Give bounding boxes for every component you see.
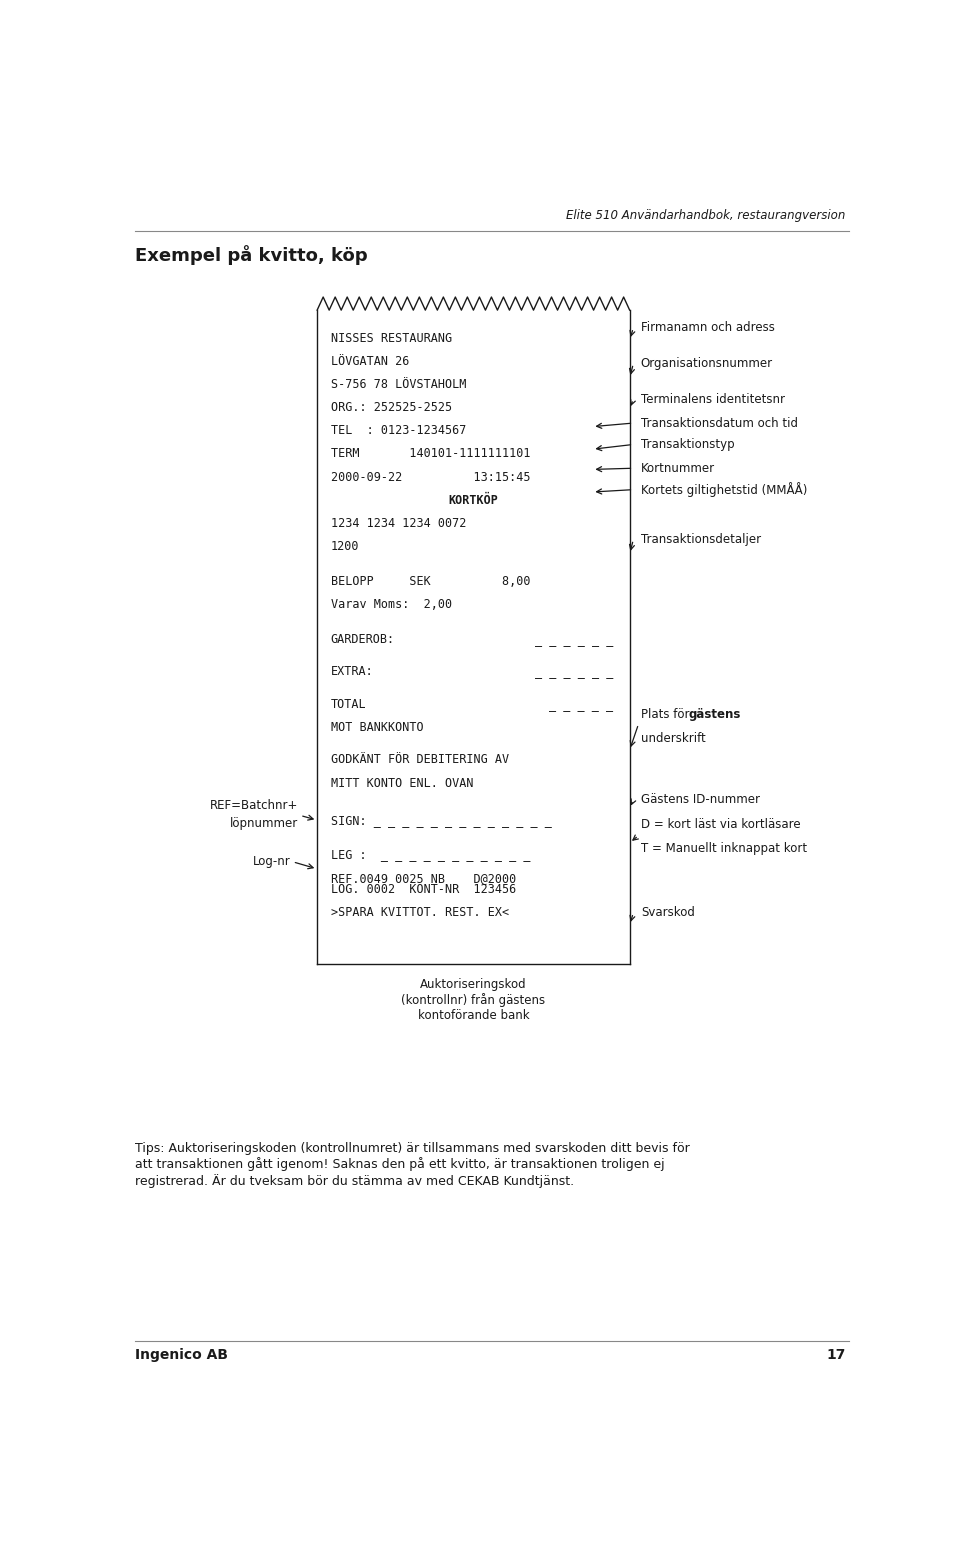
- Text: _ _ _ _ _ _: _ _ _ _ _ _: [535, 665, 613, 678]
- Text: EXTRA:: EXTRA:: [330, 665, 373, 678]
- Text: NISSES RESTAURANG: NISSES RESTAURANG: [330, 332, 451, 344]
- Text: Kortets giltighetstid (MMÅÅ): Kortets giltighetstid (MMÅÅ): [641, 482, 807, 497]
- Text: Transaktionsdatum och tid: Transaktionsdatum och tid: [641, 417, 798, 429]
- Text: MITT KONTO ENL. OVAN: MITT KONTO ENL. OVAN: [330, 777, 473, 789]
- Text: underskrift: underskrift: [641, 732, 706, 744]
- Text: Organisationsnummer: Organisationsnummer: [641, 357, 773, 371]
- Text: Transaktionsdetaljer: Transaktionsdetaljer: [641, 533, 761, 547]
- Text: LOG. 0002  KONT-NR  123456: LOG. 0002 KONT-NR 123456: [330, 883, 516, 896]
- Text: 17: 17: [826, 1348, 846, 1362]
- Text: GODKÄNT FÖR DEBITERING AV: GODKÄNT FÖR DEBITERING AV: [330, 753, 509, 766]
- Text: TOTAL: TOTAL: [330, 698, 366, 710]
- Text: LÖVGATAN 26: LÖVGATAN 26: [330, 355, 409, 367]
- Text: Transaktionstyp: Transaktionstyp: [641, 438, 734, 451]
- Text: Elite 510 Användarhandbok, restaurangversion: Elite 510 Användarhandbok, restaurangver…: [566, 208, 846, 222]
- Text: 1234 1234 1234 0072: 1234 1234 1234 0072: [330, 517, 466, 530]
- Text: Svarskod: Svarskod: [641, 906, 695, 919]
- Text: LEG :  _ _ _ _ _ _ _ _ _ _ _: LEG : _ _ _ _ _ _ _ _ _ _ _: [330, 849, 530, 862]
- Text: 2000-09-22          13:15:45: 2000-09-22 13:15:45: [330, 471, 530, 483]
- Text: Ingenico AB: Ingenico AB: [134, 1348, 228, 1362]
- Text: Firmanamn och adress: Firmanamn och adress: [641, 321, 775, 335]
- Text: >SPARA KVITTOT. REST. EX<: >SPARA KVITTOT. REST. EX<: [330, 906, 509, 920]
- Text: REF=Batchnr+: REF=Batchnr+: [210, 800, 299, 812]
- Text: KORTKÖP: KORTKÖP: [448, 494, 498, 506]
- Text: _ _ _ _ _: _ _ _ _ _: [549, 698, 613, 710]
- Text: _ _ _ _ _ _: _ _ _ _ _ _: [535, 633, 613, 645]
- Text: 1200: 1200: [330, 540, 359, 553]
- Text: D = kort läst via kortläsare: D = kort läst via kortläsare: [641, 818, 801, 831]
- Text: gästens: gästens: [688, 707, 741, 721]
- Text: Plats för: Plats för: [641, 707, 693, 721]
- Text: Terminalens identitetsnr: Terminalens identitetsnr: [641, 392, 784, 406]
- Text: T = Manuellt inknappat kort: T = Manuellt inknappat kort: [641, 841, 807, 855]
- Text: SIGN: _ _ _ _ _ _ _ _ _ _ _ _ _: SIGN: _ _ _ _ _ _ _ _ _ _ _ _ _: [330, 814, 551, 826]
- Text: GARDEROB:: GARDEROB:: [330, 633, 395, 645]
- Text: Tips: Auktoriseringskoden (kontrollnumret) är tillsammans med svarskoden ditt be: Tips: Auktoriseringskoden (kontrollnumre…: [134, 1143, 689, 1187]
- Text: Gästens ID-nummer: Gästens ID-nummer: [641, 794, 759, 806]
- Text: ORG.: 252525-2525: ORG.: 252525-2525: [330, 401, 451, 414]
- Text: Exempel på kvitto, köp: Exempel på kvitto, köp: [134, 244, 368, 264]
- Text: löpnummer: löpnummer: [230, 817, 299, 831]
- Text: Kortnummer: Kortnummer: [641, 462, 715, 474]
- Text: Log-nr: Log-nr: [253, 855, 291, 868]
- Text: MOT BANKKONTO: MOT BANKKONTO: [330, 721, 423, 733]
- Text: BELOPP     SEK          8,00: BELOPP SEK 8,00: [330, 574, 530, 588]
- Text: Varav Moms:  2,00: Varav Moms: 2,00: [330, 598, 451, 611]
- Text: TEL  : 0123-1234567: TEL : 0123-1234567: [330, 425, 466, 437]
- Text: REF.0049 0025 NB    D@2000: REF.0049 0025 NB D@2000: [330, 872, 516, 885]
- Text: TERM       140101-1111111101: TERM 140101-1111111101: [330, 448, 530, 460]
- Text: S-756 78 LÖVSTAHOLM: S-756 78 LÖVSTAHOLM: [330, 378, 466, 391]
- Text: Auktoriseringskod
(kontrollnr) från gästens
kontoförande bank: Auktoriseringskod (kontrollnr) från gäst…: [401, 979, 545, 1022]
